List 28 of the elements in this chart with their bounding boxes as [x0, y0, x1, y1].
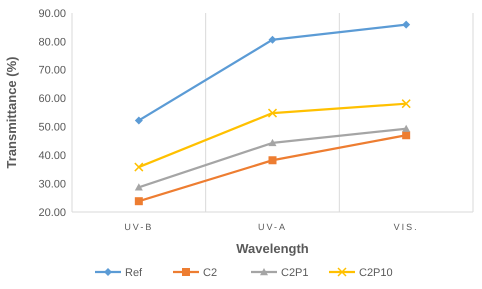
y-tick-label: 90.00 [38, 8, 66, 20]
point [402, 124, 410, 132]
point [134, 183, 143, 190]
x-tick-label: VIS. [394, 222, 419, 232]
point [134, 116, 143, 124]
point [134, 162, 144, 172]
legend-label: C2 [203, 266, 218, 279]
y-tick-label: 30.00 [38, 178, 66, 190]
point [401, 98, 411, 108]
y-tick-label: 80.00 [38, 36, 66, 48]
point [268, 108, 278, 118]
point [268, 138, 276, 146]
y-tick-label: 40.00 [38, 150, 66, 162]
y-axis-title: Transmittance (%) [4, 56, 19, 168]
legend-label: C2P10 [359, 266, 393, 279]
y-tick-label: 20.00 [38, 206, 66, 219]
legend-label: C2P1 [281, 266, 309, 279]
y-tick-label: 60.00 [38, 93, 66, 106]
legend-label: Ref [125, 266, 144, 279]
point [402, 20, 410, 29]
x-tick-label: UV-B [124, 222, 154, 232]
y-tick-label: 70.00 [38, 64, 66, 77]
x-axis-title: Wavelength [236, 241, 309, 256]
point [268, 36, 276, 44]
x-tick-label: UV-A [258, 222, 288, 232]
point [268, 156, 276, 164]
point [134, 197, 143, 206]
y-tick-label: 50.00 [38, 122, 66, 134]
